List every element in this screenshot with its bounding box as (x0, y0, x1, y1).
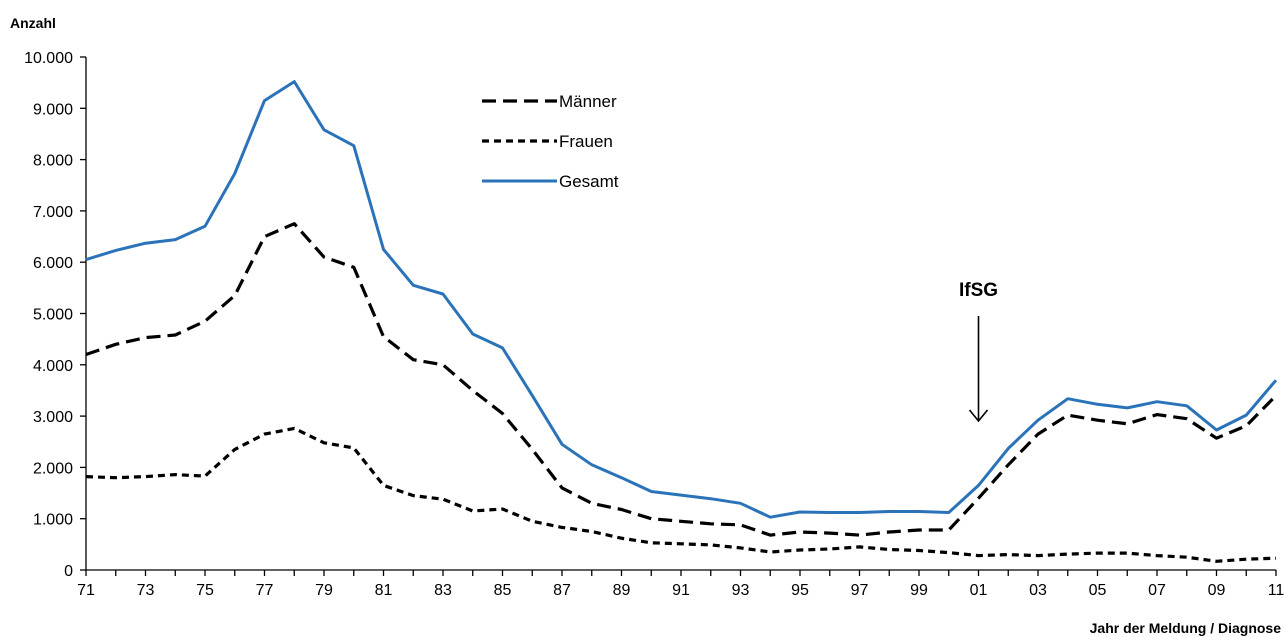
y-axis-title: Anzahl (10, 15, 56, 31)
x-tick-label: 85 (494, 582, 512, 599)
legend-label-gesamt: Gesamt (559, 172, 619, 191)
x-tick-label: 75 (196, 582, 214, 599)
x-tick-label: 77 (256, 582, 274, 599)
x-tick-label: 09 (1208, 582, 1226, 599)
x-tick-label: 89 (613, 582, 631, 599)
x-tick-label: 79 (315, 582, 333, 599)
annotation-arrow-head (968, 409, 989, 423)
y-tick-label: 2.000 (33, 460, 73, 477)
x-tick-label: 97 (851, 582, 869, 599)
series-line-maenner (85, 222, 1278, 537)
x-tick-label: 81 (375, 582, 393, 599)
y-tick-label: 8.000 (33, 153, 73, 170)
x-tick-label: 01 (970, 582, 988, 599)
legend-label-frauen: Frauen (559, 132, 613, 151)
y-tick-label: 1.000 (33, 512, 73, 529)
y-tick-label: 7.000 (33, 204, 73, 221)
x-tick-label: 83 (434, 582, 452, 599)
x-tick-label: 05 (1089, 582, 1107, 599)
y-tick-label: 0 (64, 563, 73, 580)
x-tick-label: 73 (137, 582, 155, 599)
series-layer (85, 80, 1278, 563)
legend: Männer Frauen Gesamt (482, 92, 619, 191)
x-tick-label: 87 (553, 582, 571, 599)
y-tick-label: 4.000 (33, 358, 73, 375)
x-tick-label: 03 (1029, 582, 1047, 599)
x-axis: 71 73 75 77 79 81 83 85 87 89 91 93 95 97 99 01 03 05 07 09… (77, 569, 1285, 599)
y-tick-label: 6.000 (33, 255, 73, 272)
y-tick-label: 9.000 (33, 101, 73, 118)
x-tick-label: 99 (910, 582, 928, 599)
y-tick-label: 5.000 (33, 307, 73, 324)
y-tick-label: 3.000 (33, 409, 73, 426)
x-tick-label: 91 (672, 582, 690, 599)
ifsg-annotation: IfSG (959, 280, 998, 423)
x-tick-label: 95 (791, 582, 809, 599)
x-tick-label: 71 (77, 582, 95, 599)
legend-label-maenner: Männer (559, 92, 617, 111)
x-tick-label: 11 (1268, 582, 1285, 599)
y-tick-label: 10.000 (24, 50, 73, 67)
y-axis: 0 1.000 2.000 3.000 4.000 5.000 6.000 7.000 8.00… (24, 50, 87, 580)
series-line-frauen (85, 426, 1277, 563)
series-line-gesamt (85, 80, 1278, 519)
x-tick-label: 07 (1148, 582, 1166, 599)
annotation-label: IfSG (959, 280, 998, 301)
x-axis-title: Jahr der Meldung / Diagnose (1090, 620, 1282, 636)
x-tick-label: 93 (732, 582, 750, 599)
